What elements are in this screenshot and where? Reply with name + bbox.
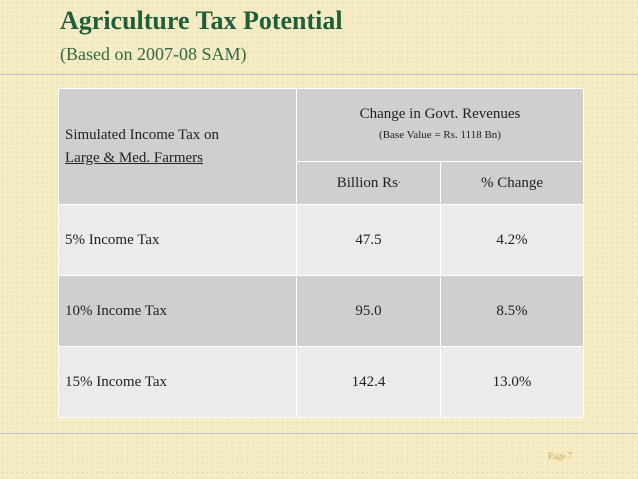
col-header-pct: % Change xyxy=(440,161,584,205)
row-pct-value: 13.0% xyxy=(440,346,584,418)
group-header-title: Change in Govt. Revenues xyxy=(359,106,521,122)
page-number: Page 7 xyxy=(548,451,573,461)
row-pct-value: 8.5% xyxy=(440,275,584,347)
row-label: 15% Income Tax xyxy=(58,346,297,418)
col-header-billion: Billion Rs. xyxy=(296,161,441,205)
table-row: 10% Income Tax 95.0 8.5% xyxy=(58,275,584,347)
row-header-line2: Large & Med. Farmers xyxy=(65,149,204,166)
col-header-billion-suffix: . xyxy=(398,174,401,185)
table-subheader-row: Billion Rs. % Change xyxy=(59,161,584,205)
row-pct-value: 4.2% xyxy=(440,204,584,276)
table-row: 15% Income Tax 142.4 13.0% xyxy=(58,346,584,418)
bottom-divider xyxy=(0,433,638,434)
row-billion-value: 47.5 xyxy=(296,204,441,276)
row-billion-value: 142.4 xyxy=(296,346,441,418)
group-header-subtitle: (Base Value = Rs. 1118 Bn) xyxy=(379,129,501,141)
row-label: 10% Income Tax xyxy=(58,275,297,347)
row-header-cell: Simulated Income Tax on Large & Med. Far… xyxy=(58,88,297,205)
revenue-table: Simulated Income Tax on Large & Med. Far… xyxy=(58,88,584,418)
row-header-line1: Simulated Income Tax on xyxy=(65,126,220,143)
row-label: 5% Income Tax xyxy=(58,204,297,276)
slide-subtitle: (Based on 2007-08 SAM) xyxy=(60,44,247,64)
row-billion-value: 95.0 xyxy=(296,275,441,347)
col-header-billion-label: Billion Rs xyxy=(336,174,399,191)
slide-title: Agriculture Tax Potential xyxy=(60,6,343,35)
top-divider xyxy=(0,74,638,75)
table-row: 5% Income Tax 47.5 4.2% xyxy=(58,204,584,276)
table-header-row: Simulated Income Tax on Large & Med. Far… xyxy=(58,88,584,205)
group-header-cell: Change in Govt. Revenues (Base Value = R… xyxy=(296,88,584,162)
